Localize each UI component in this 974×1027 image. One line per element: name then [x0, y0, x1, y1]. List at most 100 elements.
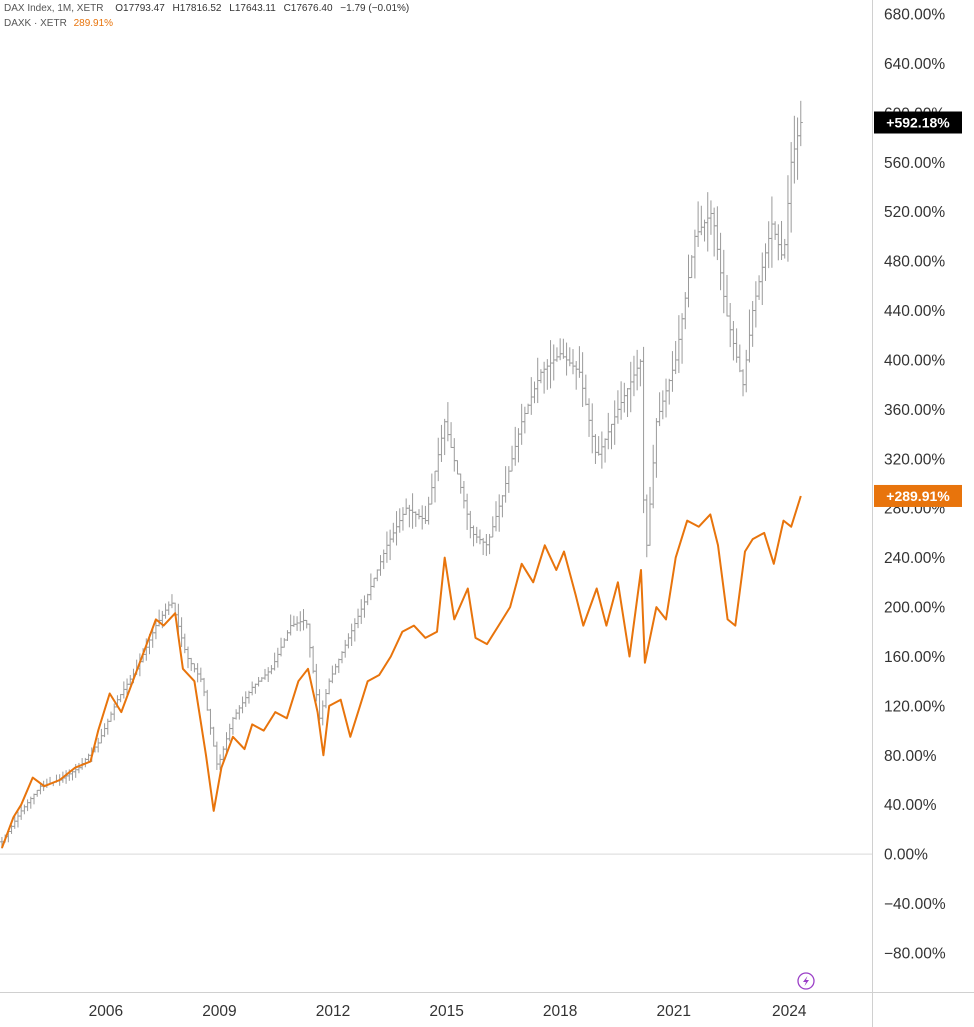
- dax-bar: [705, 192, 710, 252]
- legend-dax: DAX Index, 1M, XETR O17793.47 H17816.52 …: [4, 3, 409, 14]
- dax-bar: [718, 232, 723, 291]
- dax-bar: [407, 504, 412, 528]
- legend-dax-name: DAX Index, 1M, XETR: [4, 3, 104, 14]
- legend-dax-low: L17643.11: [229, 3, 276, 14]
- y-tick-label: 560.00%: [884, 155, 945, 172]
- dax-bar: [506, 466, 511, 493]
- dax-bar: [420, 505, 425, 530]
- dax-bar: [651, 444, 656, 509]
- dax-bar: [102, 723, 107, 738]
- daxk-last-value-tag-label: +289.91%: [886, 488, 950, 504]
- dax-bar: [500, 495, 505, 518]
- dax-bar: [776, 224, 781, 261]
- dax-bar: [189, 657, 194, 671]
- dax-bar: [503, 466, 508, 503]
- dax-bar: [214, 741, 219, 770]
- dax-bar: [192, 663, 197, 673]
- dax-bar: [631, 355, 636, 397]
- dax-bar: [195, 663, 200, 683]
- dax-bar: [551, 344, 556, 381]
- time-axis[interactable]: 2006 2009 2012 2015 2018 2021 2024: [89, 1003, 807, 1020]
- dax-bar: [346, 633, 351, 649]
- dax-bar: [789, 142, 794, 233]
- dax-bar: [471, 525, 476, 547]
- dax-bar: [295, 616, 300, 631]
- dax-bar: [240, 696, 245, 714]
- dax-bar: [769, 196, 774, 268]
- dax-bar: [753, 281, 758, 328]
- y-tick-label: 320.00%: [884, 451, 945, 468]
- dax-bar: [211, 726, 216, 747]
- dax-bar: [497, 494, 502, 532]
- lightning-icon[interactable]: [797, 972, 815, 990]
- dax-bar: [654, 418, 659, 478]
- dax-bar: [683, 292, 688, 330]
- dax-bar: [731, 320, 736, 361]
- dax-bar: [275, 647, 280, 668]
- dax-bar: [744, 349, 749, 393]
- dax-bar: [413, 511, 418, 527]
- dax-bar: [619, 381, 624, 420]
- dax-bar: [542, 361, 547, 394]
- dax-bar: [307, 623, 312, 658]
- y-tick-label: 440.00%: [884, 303, 945, 320]
- dax-bar: [458, 473, 463, 494]
- y-tick-label: 400.00%: [884, 352, 945, 369]
- dax-bar: [253, 683, 258, 694]
- dax-bar: [288, 614, 293, 636]
- dax-bar: [35, 789, 40, 797]
- dax-bar: [667, 378, 672, 405]
- dax-bar: [715, 206, 720, 261]
- dax-bar: [365, 593, 370, 606]
- dax-bar: [285, 630, 290, 641]
- legend-dax-values: O17793.47 H17816.52 L17643.11 C17676.40 …: [110, 3, 409, 14]
- dax-bar: [612, 400, 617, 445]
- dax-bar: [570, 349, 575, 375]
- dax-bar: [615, 390, 620, 424]
- y-tick-label: 680.00%: [884, 7, 945, 24]
- dax-bar: [416, 509, 421, 520]
- dax-bar: [169, 594, 174, 609]
- dax-bar: [449, 422, 454, 448]
- daxk-series-line: [0, 495, 802, 849]
- dax-bar: [741, 369, 746, 397]
- dax-bar: [561, 338, 566, 359]
- dax-bar: [766, 221, 771, 269]
- dax-bar: [394, 511, 399, 546]
- dax-bar: [522, 406, 527, 434]
- dax-bar: [558, 338, 563, 361]
- dax-bar: [532, 381, 537, 404]
- y-tick-label: 640.00%: [884, 56, 945, 73]
- price-axis[interactable]: 680.00%640.00%600.00%560.00%520.00%480.0…: [884, 7, 946, 963]
- dax-bar: [208, 708, 213, 735]
- dax-bar: [686, 254, 691, 308]
- dax-bar: [186, 646, 191, 669]
- dax-bar: [266, 667, 271, 682]
- dax-bar: [628, 361, 633, 413]
- dax-bar: [689, 255, 694, 279]
- dax-bar: [166, 601, 171, 616]
- dax-bar: [436, 437, 441, 482]
- dax-bar: [606, 412, 611, 450]
- dax-bar: [635, 349, 640, 391]
- dax-bar: [237, 705, 242, 720]
- dax-bar: [455, 460, 460, 475]
- dax-bar: [795, 117, 800, 180]
- dax-bar: [182, 633, 187, 654]
- dax-bar: [250, 681, 255, 696]
- dax-bar: [384, 531, 389, 563]
- dax-bar: [779, 220, 784, 260]
- dax-bar: [596, 436, 601, 456]
- x-tick-label: 2021: [656, 1003, 690, 1020]
- dax-bar: [381, 549, 386, 570]
- dax-bar: [529, 377, 534, 415]
- dax-bar: [343, 639, 348, 658]
- dax-bar: [760, 252, 765, 306]
- y-tick-label: 40.00%: [884, 797, 937, 814]
- dax-bar: [426, 496, 431, 525]
- dax-bar: [474, 526, 479, 544]
- dax-bar: [587, 398, 592, 437]
- dax-bar: [676, 315, 681, 374]
- dax-bar: [404, 498, 409, 515]
